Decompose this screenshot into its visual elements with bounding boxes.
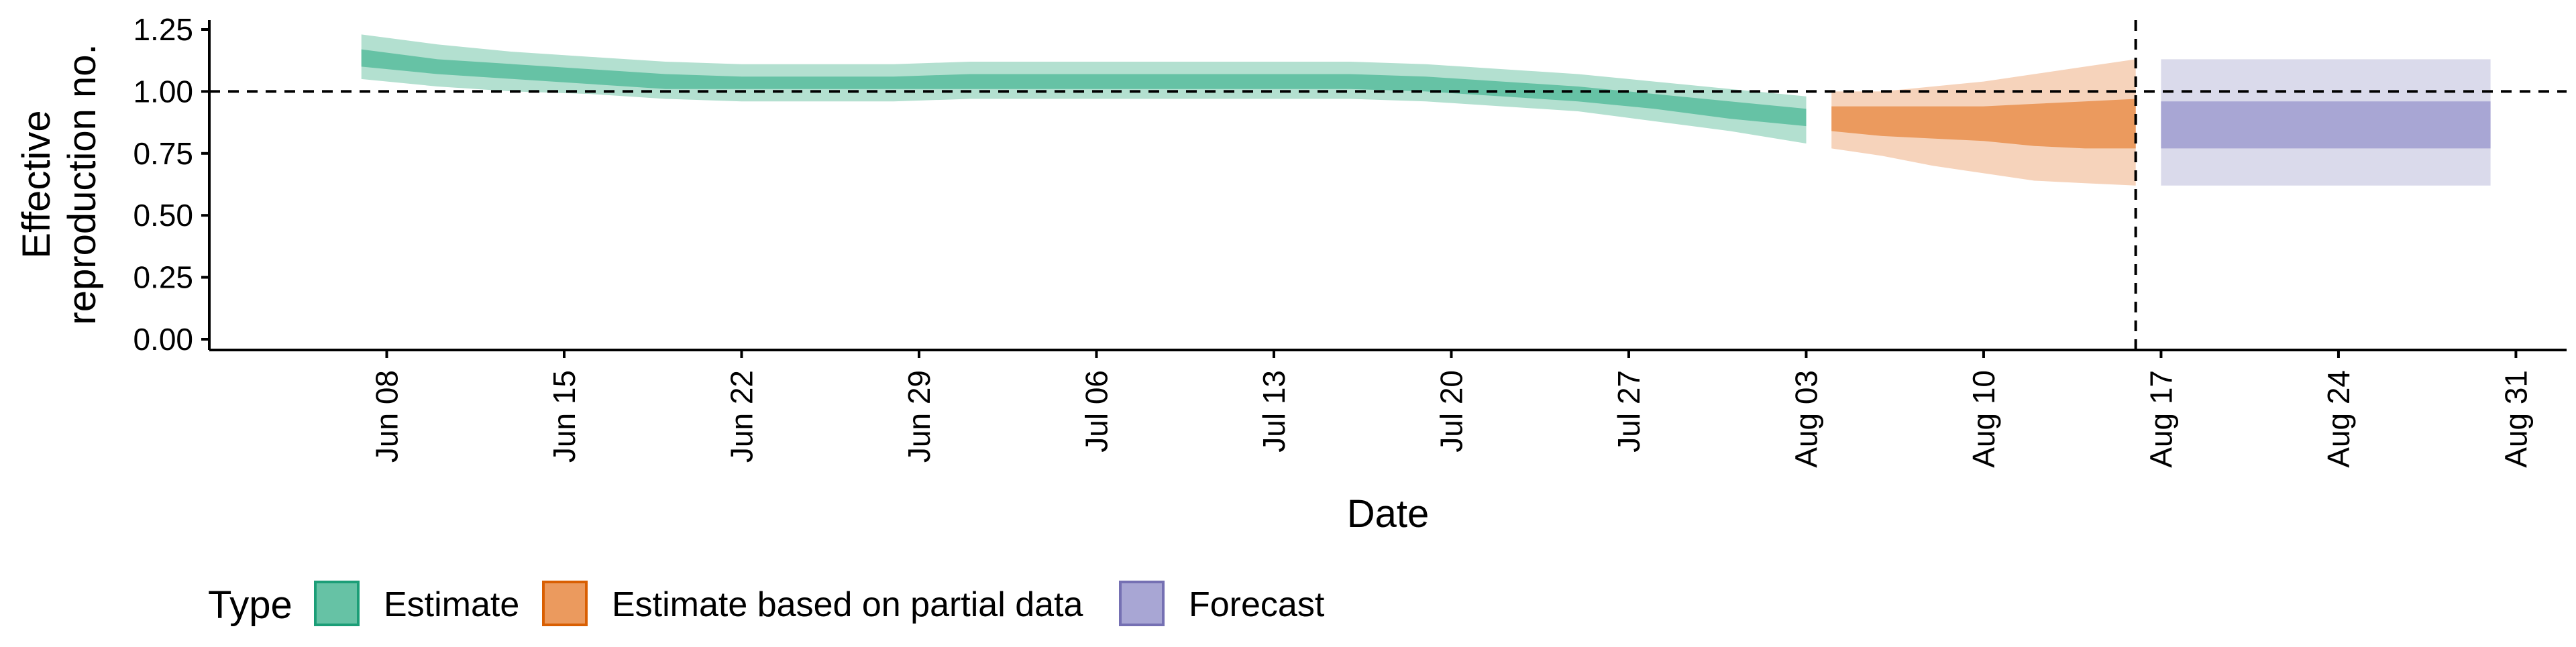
x-tick-label: Aug 31 <box>2498 370 2533 468</box>
y-tick-label: 1.25 <box>133 12 193 47</box>
x-tick-label: Aug 03 <box>1788 370 1823 468</box>
x-tick-label: Aug 24 <box>2321 370 2356 468</box>
x-tick-label: Jun 22 <box>724 370 759 463</box>
legend-swatch <box>1119 581 1165 626</box>
y-tick-label: 1.00 <box>133 74 193 109</box>
band-outer-estimate <box>361 34 1807 144</box>
y-axis-title-line-1: Effective <box>15 110 58 258</box>
band-inner-forecast <box>2161 101 2491 149</box>
band-layer <box>361 34 2491 186</box>
legend-swatch <box>542 581 588 626</box>
x-tick-label: Jul 20 <box>1434 370 1468 453</box>
x-tick-label: Jul 06 <box>1079 370 1114 453</box>
y-tick-label: 0.00 <box>133 322 193 357</box>
legend-label: Forecast <box>1189 585 1325 624</box>
x-tick-label: Jul 13 <box>1256 370 1291 453</box>
y-tick-label: 0.25 <box>133 260 193 295</box>
x-tick-label: Aug 17 <box>2143 370 2178 468</box>
x-tick-label: Jun 15 <box>547 370 582 463</box>
band-inner-estimate <box>361 49 1807 127</box>
y-tick-label: 0.75 <box>133 136 193 171</box>
legend-label: Estimate <box>384 585 519 624</box>
y-tick-label: 0.50 <box>133 198 193 233</box>
x-tick-label: Jul 27 <box>1611 370 1646 453</box>
x-tick-label: Jun 29 <box>902 370 936 463</box>
axes-layer: 0.00 0.25 0.50 0.75 1.00 1.25 Jun 08 Jun 15 Jun … <box>15 12 2567 536</box>
x-tick-label: Aug 10 <box>1966 370 2001 468</box>
band-inner-estimate-based-on-partial-data <box>1831 99 2136 149</box>
legend: Type Estimate Estimate based on partial da… <box>208 581 1325 627</box>
legend-title: Type <box>208 583 292 627</box>
legend-swatch <box>314 581 360 626</box>
x-axis-title: Date <box>1347 492 1430 536</box>
x-tick-label: Jun 08 <box>369 370 404 463</box>
legend-label: Estimate based on partial data <box>612 585 1083 624</box>
y-axis-title-line-2: reproduction no. <box>60 44 104 325</box>
